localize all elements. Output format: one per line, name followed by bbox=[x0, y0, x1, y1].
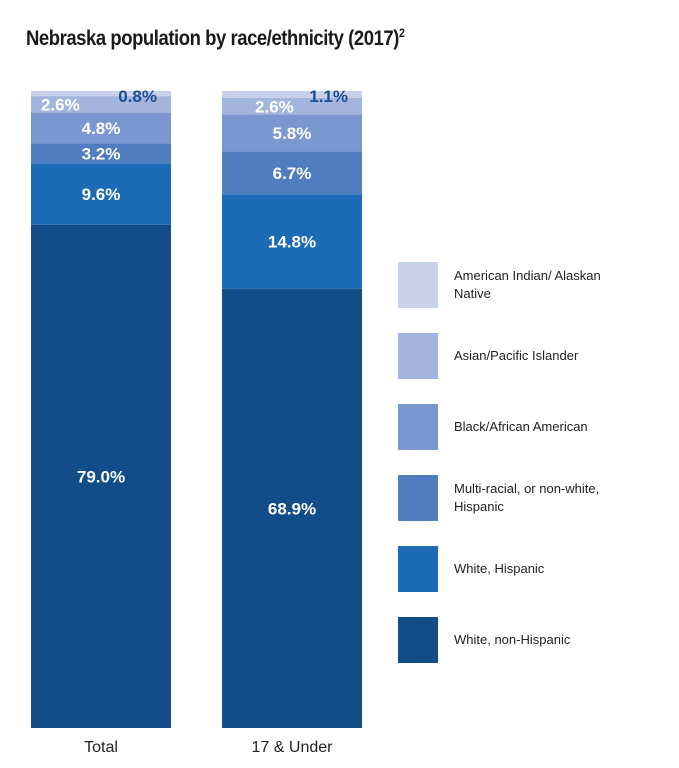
bar-segment-total-asian bbox=[31, 96, 171, 113]
bar-segment-total-multi bbox=[31, 143, 171, 164]
category-label-17-under: 17 & Under bbox=[252, 739, 334, 756]
legend-item-white-non-hispanic: White, non-Hispanic bbox=[398, 617, 638, 663]
legend-swatch bbox=[398, 404, 438, 450]
legend-label: Black/African American bbox=[454, 419, 588, 434]
legend-swatch bbox=[398, 546, 438, 592]
legend-item-white-hispanic: White, Hispanic bbox=[398, 546, 638, 592]
legend-swatch bbox=[398, 475, 438, 521]
data-label-17-under-black: 5.8% bbox=[273, 124, 312, 143]
bar-segment-total-american-indian bbox=[31, 91, 171, 97]
legend-label: Asian/Pacific Islander bbox=[454, 348, 579, 363]
data-label-17-under-multi: 6.7% bbox=[273, 164, 312, 183]
data-label-total-white-hispanic: 9.6% bbox=[82, 185, 121, 204]
bar-segment-total-black bbox=[31, 112, 171, 144]
data-label-total-asian: 2.6% bbox=[41, 95, 80, 114]
legend-label: White, Hispanic bbox=[454, 561, 545, 576]
bar-segment-17-under-black bbox=[222, 114, 362, 152]
bar-segment-17-under-multi bbox=[222, 151, 362, 195]
legend-item-multi: Multi-racial, or non-white, Hispanic bbox=[398, 475, 638, 521]
data-label-17-under-american-indian: 1.1% bbox=[309, 87, 348, 106]
bar-segment-17-under-asian bbox=[222, 98, 362, 115]
legend-swatch bbox=[398, 617, 438, 663]
legend-item-black: Black/African American bbox=[398, 404, 638, 450]
chart-title-text: Nebraska population by race/ethnicity (2… bbox=[26, 27, 399, 50]
data-label-total-white-non-hispanic: 79.0% bbox=[77, 467, 125, 486]
bar-segment-17-under-white-non-hispanic bbox=[222, 288, 362, 728]
data-label-total-black: 4.8% bbox=[82, 119, 121, 138]
legend-item-asian: Asian/Pacific Islander bbox=[398, 333, 638, 379]
data-label-17-under-white-hispanic: 14.8% bbox=[268, 232, 316, 251]
legend-label: Multi-racial, or non-white, Hispanic bbox=[454, 481, 600, 514]
data-label-total-multi: 3.2% bbox=[82, 144, 121, 163]
chart-title: Nebraska population by race/ethnicity (2… bbox=[26, 26, 405, 51]
legend-label: White, non-Hispanic bbox=[454, 632, 571, 647]
category-label-total: Total bbox=[84, 739, 118, 756]
legend-swatch bbox=[398, 333, 438, 379]
title-footnote: 2 bbox=[398, 26, 405, 40]
data-label-17-under-asian: 2.6% bbox=[255, 97, 294, 116]
legend-item-american-indian: American Indian/ Alaskan Native bbox=[398, 262, 638, 308]
legend-label: American Indian/ Alaskan Native bbox=[454, 268, 601, 301]
data-label-total-american-indian: 0.8% bbox=[118, 87, 157, 106]
bar-segment-total-white-hispanic bbox=[31, 163, 171, 225]
bar-segment-17-under-white-hispanic bbox=[222, 194, 362, 289]
legend-swatch bbox=[398, 262, 438, 308]
data-label-17-under-white-non-hispanic: 68.9% bbox=[268, 499, 316, 518]
bar-segment-17-under-american-indian bbox=[222, 91, 362, 99]
bar-segment-total-white-non-hispanic bbox=[31, 224, 171, 728]
